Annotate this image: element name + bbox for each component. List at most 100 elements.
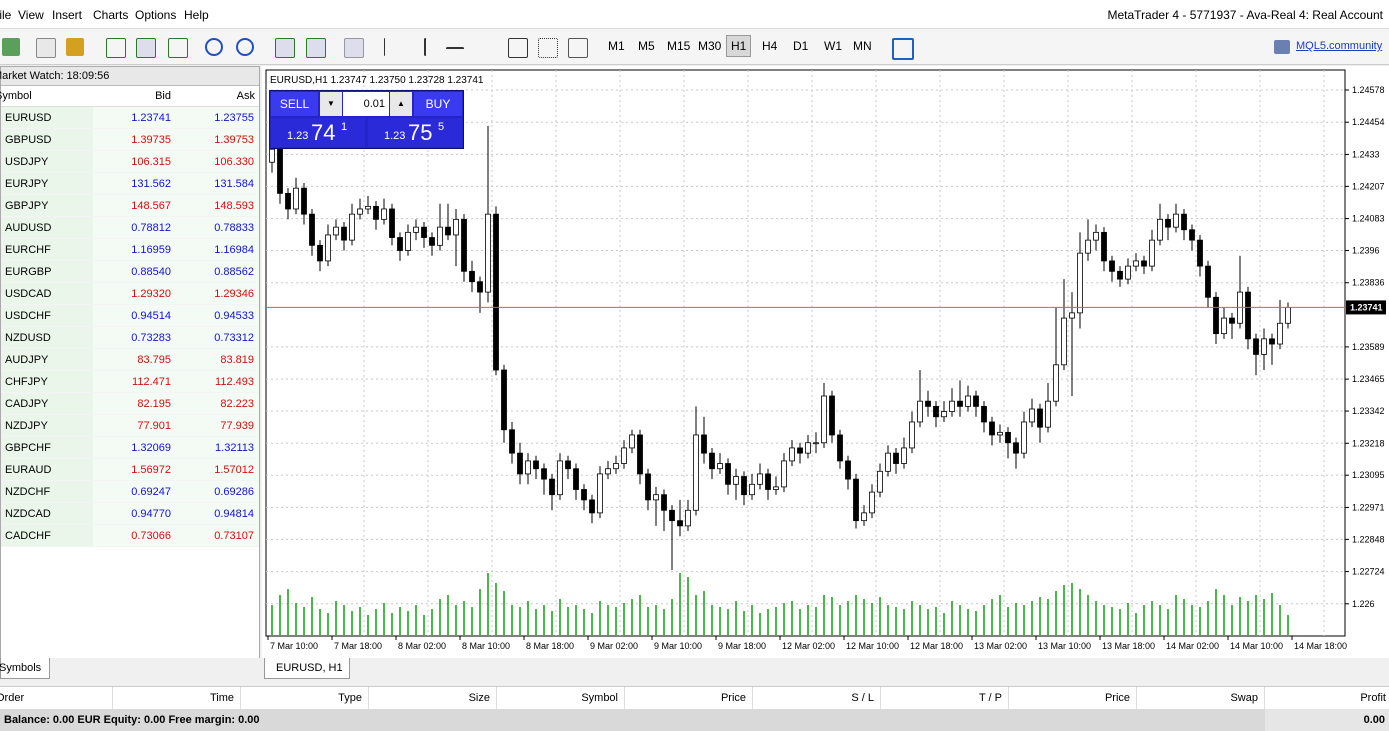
market-row[interactable]: USDJPY 106.315 106.330 xyxy=(1,151,259,173)
chart-header: EURUSD,H1 1.23747 1.23750 1.23728 1.2374… xyxy=(270,75,484,86)
candle-body xyxy=(677,520,683,527)
market-row[interactable]: USDCAD 1.29320 1.29346 xyxy=(1,283,259,305)
price-prefix: 1.23 xyxy=(384,130,406,142)
x-tick-label: 9 Mar 10:00 xyxy=(654,641,702,651)
market-row[interactable]: EURUSD 1.23741 1.23755 xyxy=(1,107,259,129)
menu-item[interactable]: Options xyxy=(135,8,177,22)
market-row[interactable]: GBPJPY 148.567 148.593 xyxy=(1,195,259,217)
market-row[interactable]: CADCHF 0.73066 0.73107 xyxy=(1,525,259,547)
timeframe-button[interactable]: D1 xyxy=(793,39,809,53)
timeframe-button[interactable]: H1 xyxy=(726,35,752,57)
fullscreen[interactable] xyxy=(892,38,914,60)
candle-body xyxy=(933,405,939,418)
tool-icon[interactable] xyxy=(2,38,20,56)
timeframe-button[interactable]: W1 xyxy=(824,39,842,53)
zoom-in[interactable] xyxy=(205,38,223,56)
bid: 1.29320 xyxy=(131,288,171,300)
candle-body xyxy=(365,205,371,210)
fibo-tool[interactable] xyxy=(538,38,558,58)
row-bg xyxy=(1,261,93,283)
row-bg xyxy=(93,151,259,173)
column-separator xyxy=(496,687,497,709)
candle-body xyxy=(309,213,315,246)
market-row[interactable]: CADJPY 82.195 82.223 xyxy=(1,393,259,415)
candle-body xyxy=(1053,364,1059,402)
x-tick-label: 13 Mar 02:00 xyxy=(974,641,1027,651)
candle-body xyxy=(501,369,507,431)
candle-body xyxy=(485,213,491,293)
y-tick-label: 1.23589 xyxy=(1352,342,1385,352)
shapes-tool[interactable] xyxy=(568,38,588,58)
tool-icon[interactable] xyxy=(168,38,188,58)
tool-icon[interactable] xyxy=(36,38,56,58)
candle-body xyxy=(1093,231,1099,241)
market-row[interactable]: NZDCAD 0.94770 0.94814 xyxy=(1,503,259,525)
column-separator xyxy=(880,687,881,709)
lot-up[interactable]: ▲ xyxy=(390,92,412,116)
buy-button[interactable]: BUY xyxy=(414,92,462,116)
market-row[interactable]: CHFJPY 112.471 112.493 xyxy=(1,371,259,393)
market-row[interactable]: NZDJPY 77.901 77.939 xyxy=(1,415,259,437)
candle-body xyxy=(949,400,955,412)
market-row[interactable]: AUDUSD 0.78812 0.78833 xyxy=(1,217,259,239)
ask: 0.94814 xyxy=(214,508,254,520)
chart-tab[interactable]: EURUSD, H1 xyxy=(264,658,350,679)
lot-down[interactable]: ▼ xyxy=(320,92,342,116)
candle-body xyxy=(685,509,691,527)
menu-item[interactable]: Help xyxy=(184,8,209,22)
tool-icon[interactable] xyxy=(275,38,295,58)
text-tool[interactable] xyxy=(508,38,528,58)
market-row[interactable]: EURCHF 1.16959 1.16984 xyxy=(1,239,259,261)
timeframe-button[interactable]: M1 xyxy=(608,39,625,53)
row-bg xyxy=(93,393,259,415)
zoom-out[interactable] xyxy=(236,38,254,56)
row-bg xyxy=(1,151,93,173)
community-icon[interactable] xyxy=(1274,40,1290,54)
market-row[interactable]: USDCHF 0.94514 0.94533 xyxy=(1,305,259,327)
market-row[interactable]: EURGBP 0.88540 0.88562 xyxy=(1,261,259,283)
tool-icon[interactable] xyxy=(306,38,326,58)
menu-item[interactable]: View xyxy=(18,8,44,22)
menu-item[interactable]: Insert xyxy=(52,8,83,22)
candle-body xyxy=(325,234,331,262)
tool-icon[interactable] xyxy=(66,38,84,56)
candle-body xyxy=(1037,408,1043,428)
bid: 0.69247 xyxy=(131,486,171,498)
menu-item[interactable]: File xyxy=(0,8,12,22)
bid: 77.901 xyxy=(137,420,171,432)
market-row[interactable]: GBPCHF 1.32069 1.32113 xyxy=(1,437,259,459)
market-row[interactable]: GBPUSD 1.39735 1.39753 xyxy=(1,129,259,151)
community-link[interactable]: MQL5.community xyxy=(1296,40,1383,52)
market-row[interactable]: EURJPY 131.562 131.584 xyxy=(1,173,259,195)
tool-icon[interactable] xyxy=(106,38,126,58)
market-row[interactable]: AUDJPY 83.795 83.819 xyxy=(1,349,259,371)
symbol: GBPUSD xyxy=(5,134,52,146)
lot-input[interactable]: 0.01 xyxy=(343,92,389,116)
candle-body xyxy=(605,468,611,475)
crosshair-tool[interactable] xyxy=(384,38,386,56)
vline-tool[interactable] xyxy=(424,38,427,56)
row-bg xyxy=(1,107,93,129)
column-separator xyxy=(752,687,753,709)
buy-price[interactable]: 1.23 75 5 xyxy=(368,118,462,147)
x-tick-label: 14 Mar 10:00 xyxy=(1230,641,1283,651)
tool-icon[interactable] xyxy=(136,38,156,58)
timeframe-button[interactable]: M5 xyxy=(638,39,655,53)
timeframe-button[interactable]: H4 xyxy=(762,39,778,53)
cursor-tool[interactable] xyxy=(344,38,364,58)
candle-body xyxy=(885,452,891,472)
market-row[interactable]: NZDUSD 0.73283 0.73312 xyxy=(1,327,259,349)
sell-price[interactable]: 1.23 74 1 xyxy=(271,118,365,147)
candle-body xyxy=(301,187,307,215)
sell-button[interactable]: SELL xyxy=(271,92,318,116)
candle-body xyxy=(461,218,467,272)
market-row[interactable]: EURAUD 1.56972 1.57012 xyxy=(1,459,259,481)
timeframe-button[interactable]: M15 xyxy=(667,39,691,53)
hline-tool[interactable] xyxy=(446,47,464,50)
timeframe-button[interactable]: M30 xyxy=(698,39,722,53)
menu-item[interactable]: Charts xyxy=(93,8,129,22)
market-row[interactable]: NZDCHF 0.69247 0.69286 xyxy=(1,481,259,503)
symbols-tab[interactable]: Symbols xyxy=(0,658,50,679)
timeframe-button[interactable]: MN xyxy=(853,39,872,53)
